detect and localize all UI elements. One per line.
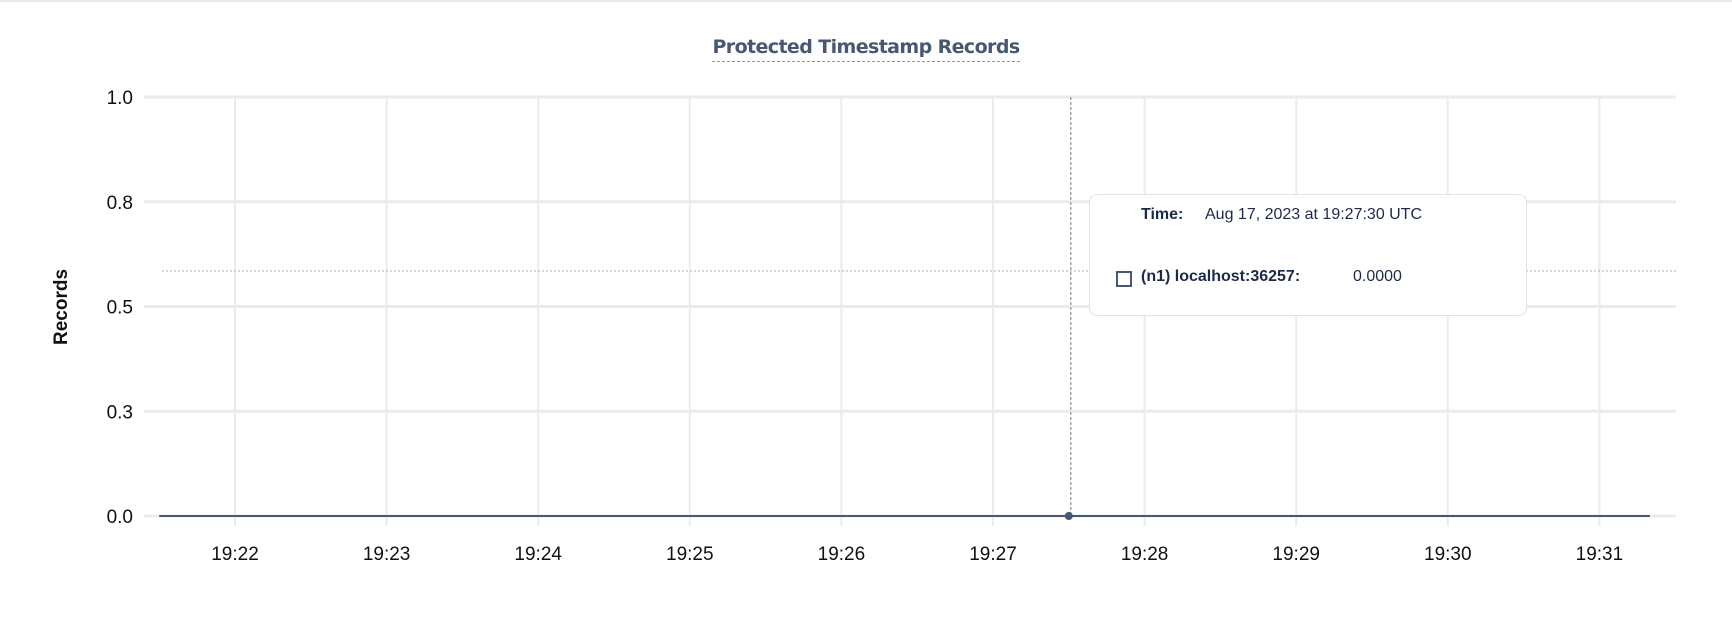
x-tick-label: 19:25 bbox=[666, 544, 714, 565]
y-tick-label: 0.8 bbox=[107, 193, 133, 214]
y-tick-label: 0.3 bbox=[107, 402, 133, 423]
chart-title[interactable]: Protected Timestamp Records bbox=[712, 36, 1020, 62]
tooltip-series-label: (n1) localhost:36257: bbox=[1141, 268, 1301, 285]
x-tick-label: 19:28 bbox=[1121, 544, 1169, 565]
chart-title-wrap: Protected Timestamp Records bbox=[0, 36, 1732, 62]
series-color-swatch-icon bbox=[1116, 271, 1132, 287]
tooltip: Time: Aug 17, 2023 at 19:27:30 UTC (n1) … bbox=[1089, 194, 1527, 316]
x-tick-label: 19:26 bbox=[818, 544, 866, 565]
tooltip-time-label: Time: bbox=[1141, 206, 1184, 223]
tooltip-series-row: (n1) localhost:36257: bbox=[1141, 268, 1300, 286]
x-tick-label: 19:23 bbox=[363, 544, 411, 565]
y-tick-label: 0.0 bbox=[107, 507, 133, 528]
x-tick-label: 19:24 bbox=[514, 544, 562, 565]
y-axis-label: Records bbox=[51, 269, 72, 345]
tooltip-series-value: 0.0000 bbox=[1353, 268, 1402, 285]
x-tick-label: 19:30 bbox=[1424, 544, 1472, 565]
tooltip-time-row: Time: bbox=[1141, 206, 1183, 224]
panel-top-border bbox=[0, 0, 1732, 2]
x-tick-label: 19:27 bbox=[969, 544, 1017, 565]
y-tick-label: 0.5 bbox=[107, 298, 133, 319]
tooltip-time-value: Aug 17, 2023 at 19:27:30 UTC bbox=[1205, 206, 1423, 223]
y-tick-label: 1.0 bbox=[107, 88, 133, 109]
x-tick-label: 19:22 bbox=[211, 544, 259, 565]
x-tick-label: 19:31 bbox=[1576, 544, 1624, 565]
x-tick-label: 19:29 bbox=[1272, 544, 1320, 565]
hover-data-point bbox=[1064, 512, 1073, 520]
